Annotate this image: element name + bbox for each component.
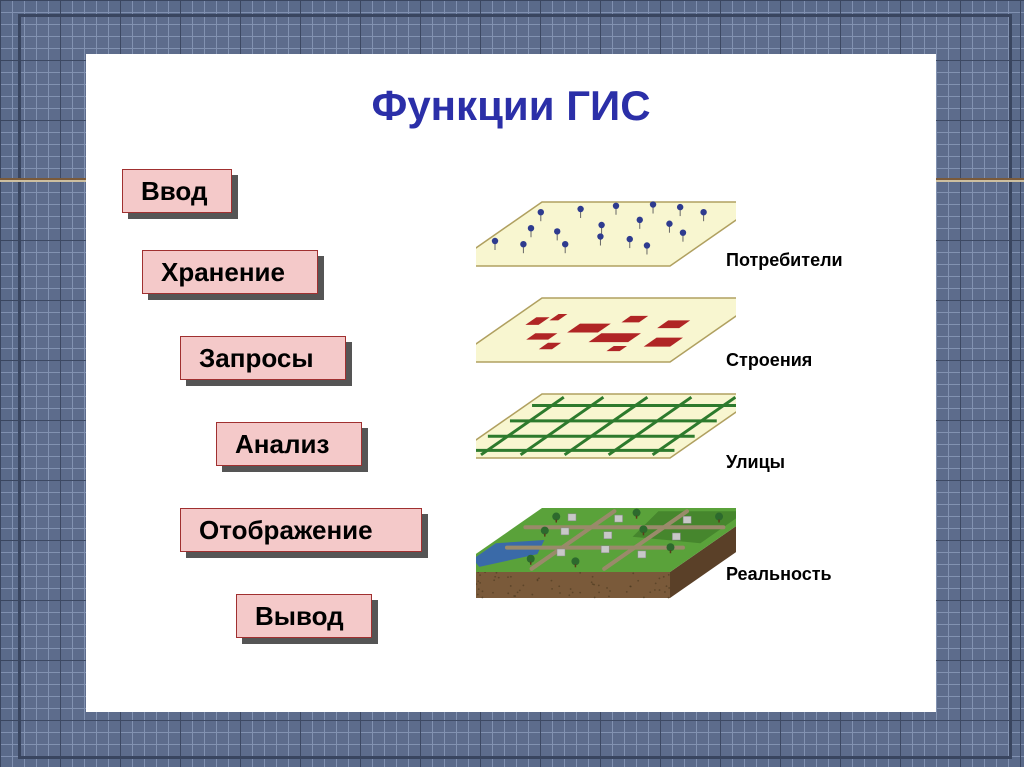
func-box-hranenie: Хранение	[142, 250, 318, 294]
slide-title: Функции ГИС	[86, 82, 936, 130]
func-box-analiz: Анализ	[216, 422, 362, 466]
layer-label-ulitsy: Улицы	[726, 452, 785, 473]
layer-plane-1	[476, 202, 736, 266]
func-box-zaprosy: Запросы	[180, 336, 346, 380]
terrain-side-front	[476, 572, 670, 598]
layer-label-stroenia: Строения	[726, 350, 812, 371]
content-slide: Функции ГИС Ввод Хранение Запросы Анализ Ото…	[86, 54, 936, 712]
layer-label-realnost: Реальность	[726, 564, 832, 585]
func-box-otobrazhenie: Отображение	[180, 508, 422, 552]
gis-layers-diagram	[476, 184, 736, 664]
layer-plane-2	[476, 298, 736, 362]
func-box-vyvod: Вывод	[236, 594, 372, 638]
func-box-vvod: Ввод	[122, 169, 232, 213]
layer-label-potrebiteli: Потребители	[726, 250, 843, 271]
